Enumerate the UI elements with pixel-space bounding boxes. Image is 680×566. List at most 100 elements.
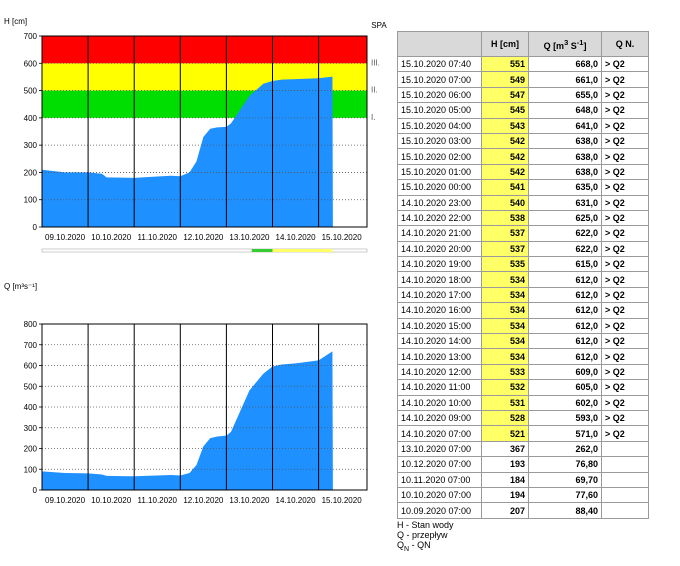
cell-date: 15.10.2020 07:40 — [397, 55, 482, 73]
table-header-row: H [cm] Q [m3 S-1] Q N. — [397, 31, 649, 57]
cell-h: 194 — [481, 486, 529, 504]
header-q-prefix: Q [m — [543, 40, 565, 51]
cell-q: 593,0 — [528, 409, 602, 427]
x-tick-label: 10.10.2020 — [91, 233, 132, 242]
cell-date: 14.10.2020 12:00 — [397, 363, 482, 381]
x-tick-label: 15.10.2020 — [322, 496, 363, 505]
y-tick-label: 400 — [24, 403, 38, 412]
cell-date: 14.10.2020 19:00 — [397, 256, 482, 273]
cell-date: 10.11.2020 07:00 — [397, 471, 482, 488]
legend-qn-rest: - QN — [409, 540, 431, 550]
cell-qn: > Q2 — [601, 256, 649, 273]
cell-date: 14.10.2020 10:00 — [397, 394, 482, 411]
cell-date: 14.10.2020 22:00 — [397, 209, 482, 227]
cell-qn: > Q2 — [601, 271, 649, 288]
cell-q: 661,0 — [528, 71, 602, 88]
table-row: 14.10.2020 09:00 528 593,0 > Q2 — [397, 409, 649, 427]
cell-q: 612,0 — [528, 271, 602, 288]
table-row: 14.10.2020 18:00 534 612,0 > Q2 — [397, 271, 649, 288]
cell-date: 14.10.2020 07:00 — [397, 425, 482, 442]
cell-q: 641,0 — [528, 117, 602, 134]
cell-h: 551 — [481, 55, 529, 73]
y-tick-label: 0 — [33, 486, 38, 495]
legend-q: Q - przepływ — [397, 530, 448, 540]
cell-q: 77,60 — [528, 486, 602, 504]
cell-h: 207 — [481, 502, 529, 519]
cell-h: 534 — [481, 333, 529, 350]
cell-q: 69,70 — [528, 471, 602, 488]
cell-h: 542 — [481, 132, 529, 150]
station-label: SPA — [371, 21, 387, 30]
table-row: 14.10.2020 14:00 534 612,0 > Q2 — [397, 333, 649, 350]
cell-h: 534 — [481, 286, 529, 304]
y-tick-label: 700 — [24, 341, 38, 350]
cell-date: 15.10.2020 01:00 — [397, 163, 482, 181]
cell-h: 542 — [481, 148, 529, 165]
cell-date: 15.10.2020 00:00 — [397, 179, 482, 196]
x-tick-label: 11.10.2020 — [138, 233, 178, 242]
header-q-sup3: 3 — [564, 37, 569, 47]
table-row: 13.10.2020 07:00 367 262,0 — [397, 440, 649, 458]
table-row: 15.10.2020 03:00 542 638,0 > Q2 — [397, 132, 649, 150]
header-q-mid: S — [568, 40, 577, 51]
cell-qn: > Q2 — [601, 425, 649, 442]
water-level-chart: H [cm] SPA 0 100 200 300 400 500 600 700 I. II. III.… — [4, 17, 387, 253]
cell-q: 612,0 — [528, 348, 602, 365]
cell-q: 76,80 — [528, 456, 602, 473]
plot-frame — [41, 35, 368, 228]
cell-q: 612,0 — [528, 333, 602, 350]
cell-h: 547 — [481, 86, 529, 104]
cell-date: 15.10.2020 06:00 — [397, 86, 482, 104]
series-area — [42, 351, 333, 490]
measurements-table-container: H [cm] Q [m3 S-1] Q N. 15.10.2020 07:40 5… — [397, 31, 649, 519]
y-tick-label: 500 — [24, 87, 38, 96]
zone-label-III: III. — [371, 58, 380, 67]
y-tick-label: 300 — [24, 141, 38, 150]
cell-date: 15.10.2020 03:00 — [397, 132, 482, 150]
status-strip — [41, 248, 368, 253]
cell-qn: > Q2 — [601, 194, 649, 211]
cell-q: 638,0 — [528, 148, 602, 165]
x-tick-label: 13.10.2020 — [229, 496, 270, 505]
cell-h: 540 — [481, 194, 529, 211]
table-row: 10.10.2020 07:00 194 77,60 — [397, 486, 649, 504]
series-area — [42, 76, 333, 227]
table-row: 10.09.2020 07:00 207 88,40 — [397, 502, 649, 519]
cell-h: 541 — [481, 179, 529, 196]
x-tick-label: 13.10.2020 — [229, 233, 270, 242]
table-row: 14.10.2020 11:00 532 605,0 > Q2 — [397, 379, 649, 396]
cell-h: 193 — [481, 456, 529, 473]
y-tick-label: 600 — [24, 362, 38, 371]
table-row: 15.10.2020 04:00 543 641,0 > Q2 — [397, 117, 649, 134]
legend: H - Stan wody Q - przepływ QN - QN — [397, 520, 454, 555]
cell-qn — [601, 471, 649, 488]
x-tick-label: 09.10.2020 — [45, 496, 86, 505]
zone-label-II: II. — [371, 86, 378, 95]
cell-qn: > Q2 — [601, 302, 649, 319]
y-tick-label: 100 — [24, 196, 38, 205]
cell-q: 88,40 — [528, 502, 602, 519]
measurements-table: H [cm] Q [m3 S-1] Q N. 15.10.2020 07:40 5… — [397, 31, 649, 519]
cell-qn: > Q2 — [601, 179, 649, 196]
x-tick-label: 10.10.2020 — [91, 496, 132, 505]
table-row: 15.10.2020 02:00 542 638,0 > Q2 — [397, 148, 649, 165]
cell-q: 612,0 — [528, 302, 602, 319]
y-tick-label: 200 — [24, 445, 38, 454]
table-row: 14.10.2020 12:00 533 609,0 > Q2 — [397, 363, 649, 381]
cell-qn: > Q2 — [601, 55, 649, 73]
cell-qn: > Q2 — [601, 409, 649, 427]
table-row: 14.10.2020 22:00 538 625,0 > Q2 — [397, 209, 649, 227]
x-tick-label: 14.10.2020 — [276, 233, 317, 242]
cell-h: 367 — [481, 440, 529, 458]
cell-date: 14.10.2020 20:00 — [397, 240, 482, 258]
cell-q: 612,0 — [528, 286, 602, 304]
cell-q: 602,0 — [528, 394, 602, 411]
header-date — [397, 31, 482, 57]
cell-date: 14.10.2020 18:00 — [397, 271, 482, 288]
table-body: 15.10.2020 07:40 551 668,0 > Q2 15.10.2020 0… — [397, 55, 649, 519]
cell-qn: > Q2 — [601, 379, 649, 396]
cell-q: 609,0 — [528, 363, 602, 381]
cell-qn: > Q2 — [601, 71, 649, 88]
cell-date: 15.10.2020 04:00 — [397, 117, 482, 134]
cell-qn: > Q2 — [601, 163, 649, 181]
